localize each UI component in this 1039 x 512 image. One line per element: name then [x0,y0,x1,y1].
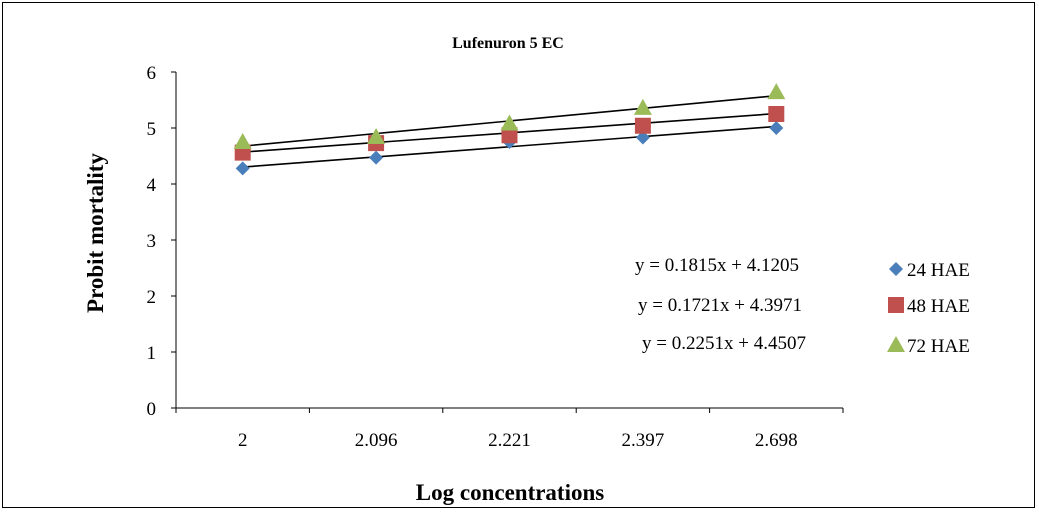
square-marker-icon [888,297,904,313]
y-tick-label: 6 [147,63,157,84]
y-tick-label: 4 [147,175,157,196]
x-tick-label: 2.096 [355,430,398,451]
plot-area: 0 1 2 3 4 5 6 2 2.096 2.221 2.397 2.698 [147,63,844,451]
equation-24-hae: y = 0.1815x + 4.1205 [635,255,799,276]
legend: 24 HAE 48 HAE 72 HAE [887,260,970,357]
y-tick-label: 2 [147,287,157,308]
trendline-equations: y = 0.1815x + 4.1205 y = 0.1721x + 4.397… [635,255,806,354]
triangle-marker-icon [887,336,905,352]
equation-72-hae: y = 0.2251x + 4.4507 [642,333,806,354]
legend-item-72-hae: 72 HAE [887,336,970,357]
point-48-hae [501,127,518,144]
point-24-hae [635,130,650,145]
x-tick-label: 2.698 [755,430,798,451]
point-72-hae [233,133,252,149]
legend-item-24-hae: 24 HAE [889,260,970,281]
legend-label-24-hae: 24 HAE [907,260,970,281]
diamond-marker-icon [889,262,903,276]
x-axis-title: Log concentrations [416,480,605,505]
point-72-hae [367,127,386,144]
point-48-hae [768,106,785,122]
y-tick-label: 1 [147,343,157,364]
y-tick-label: 0 [147,399,157,420]
y-axis-ticks: 0 1 2 3 4 5 6 [147,63,176,420]
data-markers [233,83,786,176]
legend-item-48-hae: 48 HAE [888,296,970,317]
x-tick-label: 2 [238,430,248,451]
legend-label-72-hae: 72 HAE [907,336,970,357]
equation-48-hae: y = 0.1721x + 4.3971 [638,295,802,316]
y-axis-title: Probit mortality [83,153,108,313]
x-tick-label: 2.221 [488,430,531,451]
y-tick-label: 5 [147,119,157,140]
point-24-hae [235,161,250,176]
chart-title: Lufenuron 5 EC [452,35,564,52]
point-72-hae [500,114,519,131]
point-24-hae [769,121,784,135]
point-72-hae [633,98,652,115]
x-axis-ticks: 2 2.096 2.221 2.397 2.698 [175,408,844,451]
point-72-hae [767,83,786,100]
x-tick-label: 2.397 [622,430,665,451]
y-tick-label: 3 [147,231,157,252]
legend-label-48-hae: 48 HAE [907,296,970,317]
point-48-hae [634,117,651,134]
point-24-hae [369,150,384,165]
